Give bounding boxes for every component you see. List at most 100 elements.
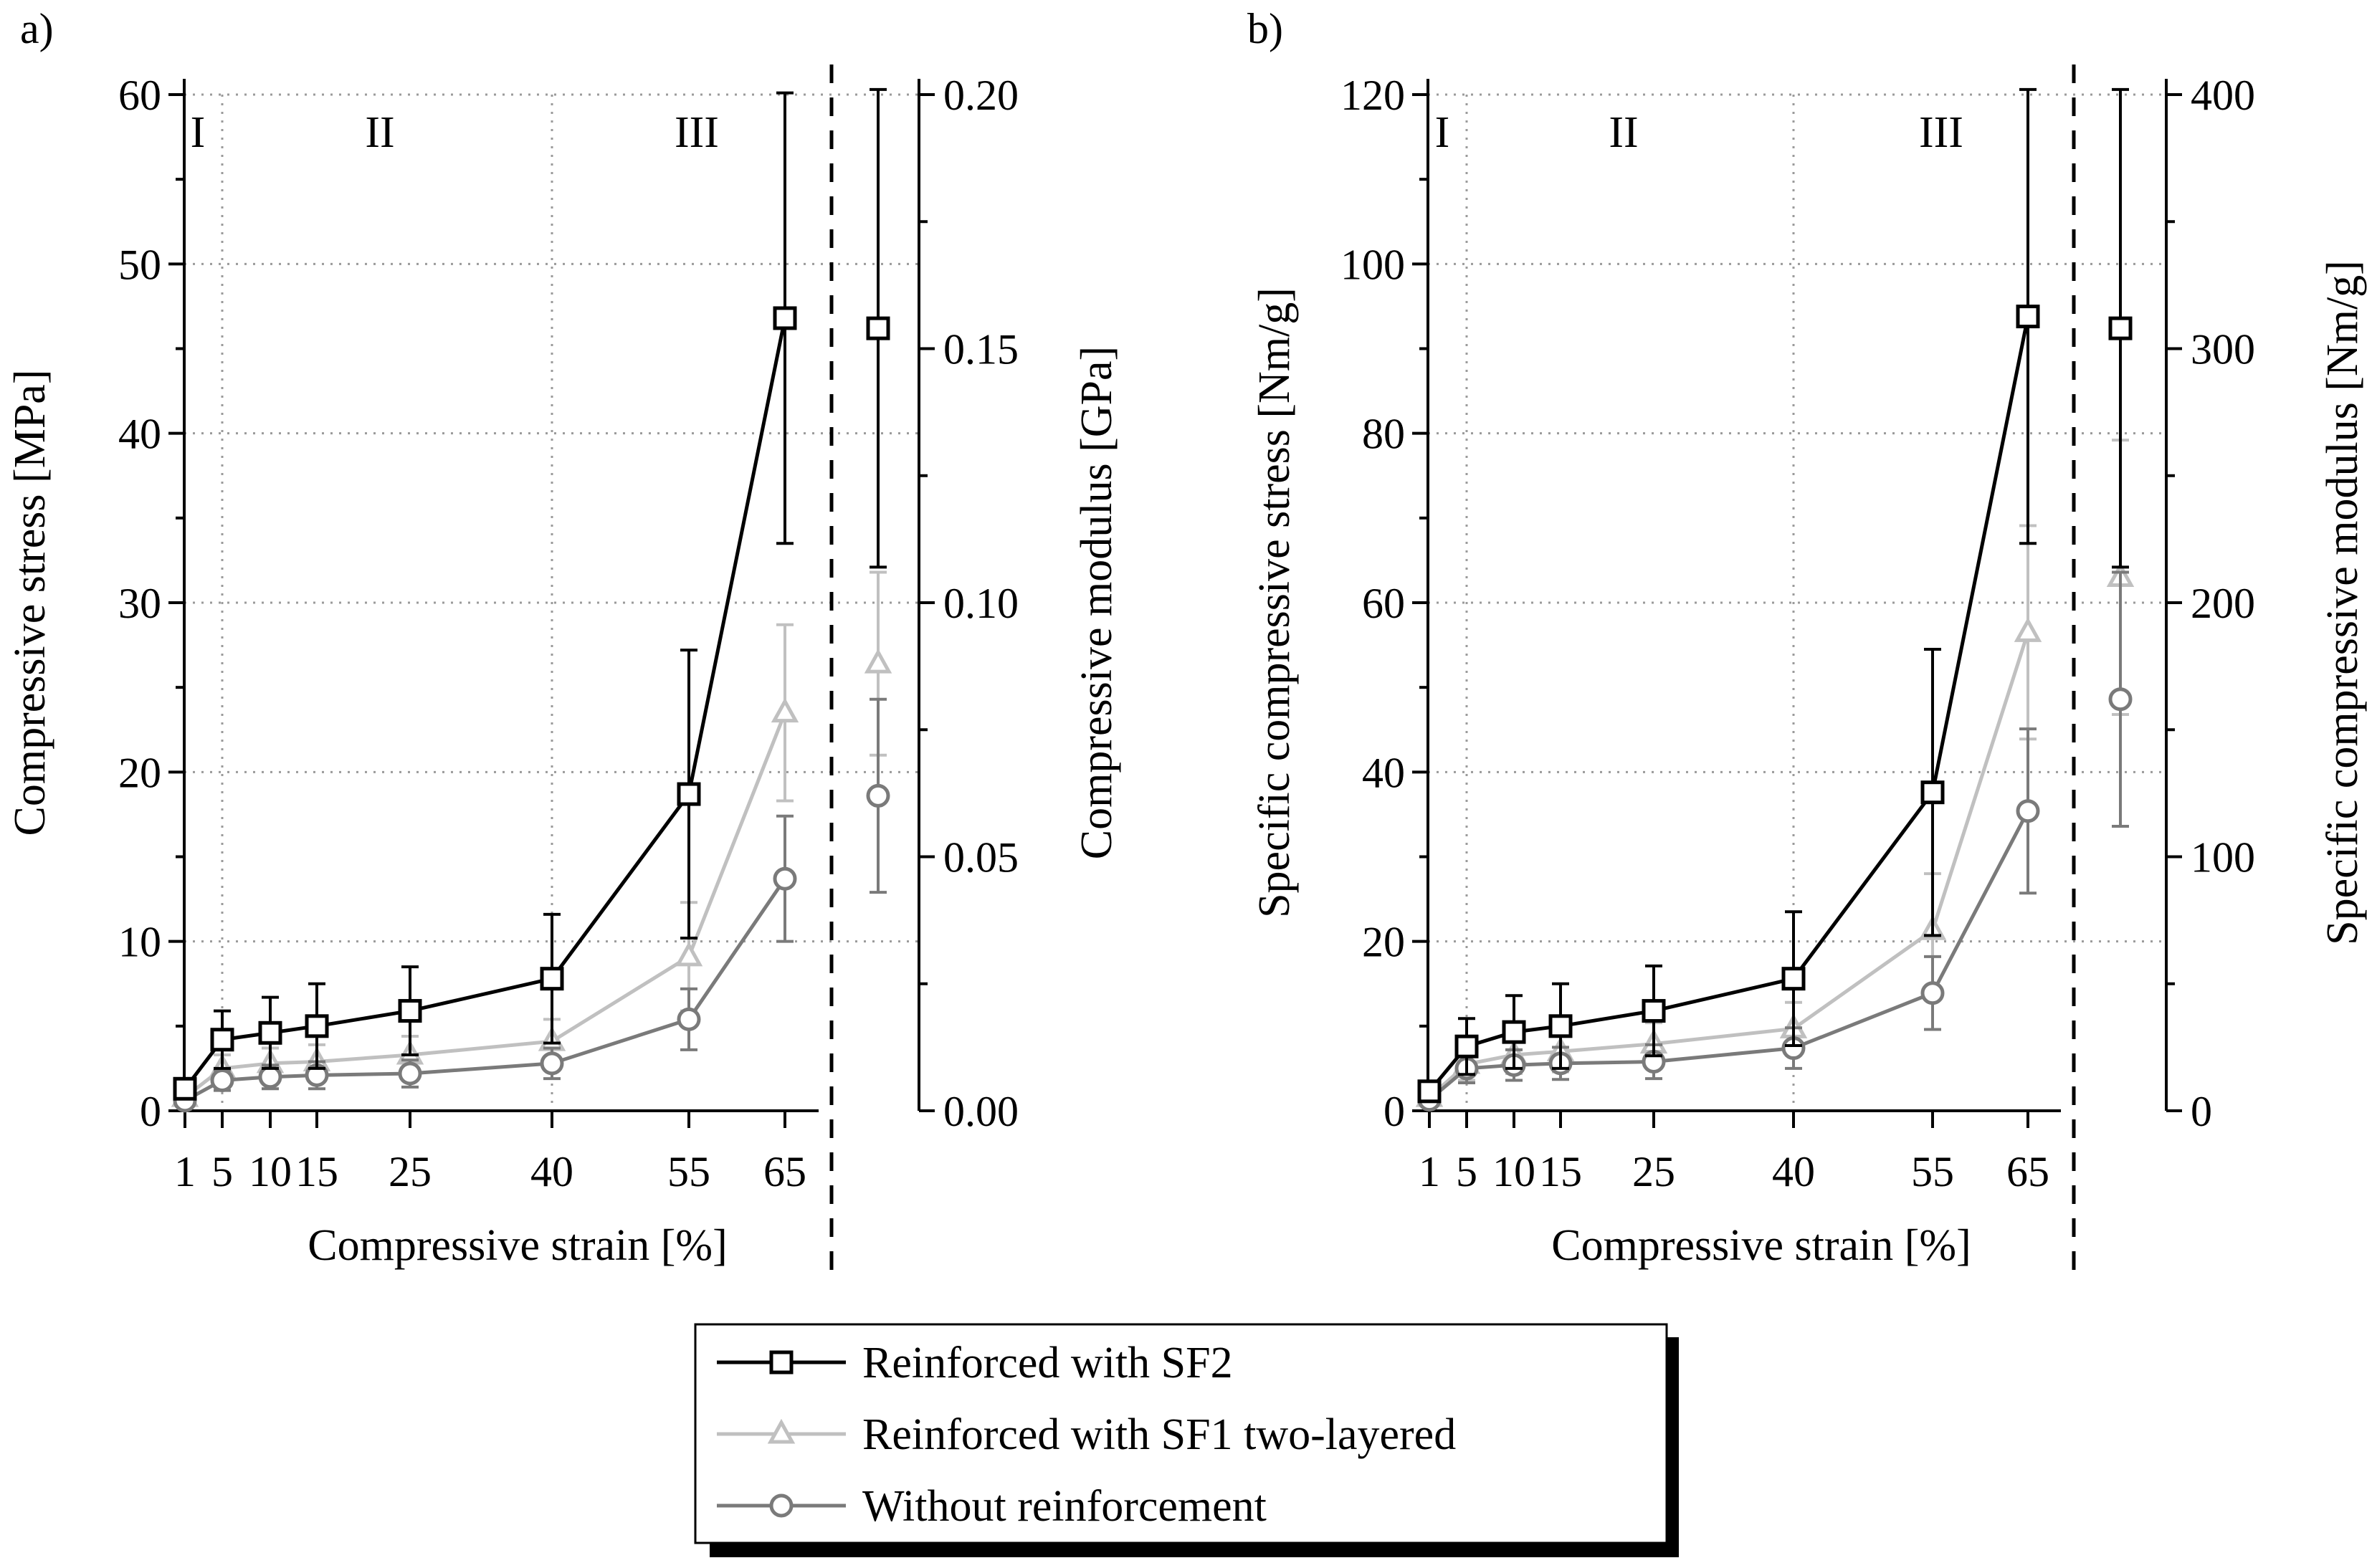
- y2-tick-label: 0.00: [943, 1088, 1019, 1135]
- data-point: [210, 1068, 234, 1092]
- x-tick-label: 10: [1492, 1148, 1535, 1195]
- y-tick-label: 40: [1362, 749, 1405, 796]
- data-point: [305, 1014, 329, 1038]
- legend-marker: [769, 1350, 794, 1375]
- panel-a: a)I II III01020304050600.000.050.100.150.2…: [6, 5, 1121, 1272]
- y-tick-label: 120: [1340, 72, 1405, 119]
- data-point: [1502, 1020, 1526, 1044]
- x-tick-label: 25: [1632, 1148, 1675, 1195]
- series-sf1: [1415, 439, 2135, 1107]
- y-axis-title: Compressive stress [MPa]: [6, 370, 54, 836]
- y2-tick-label: 200: [2191, 580, 2255, 627]
- y2-tick-label: 300: [2191, 326, 2255, 373]
- y-tick-label: 60: [118, 72, 161, 119]
- legend-marker: [767, 1418, 796, 1444]
- legend-marker: [769, 1493, 794, 1518]
- x-axis-title: Compressive strain [%]: [308, 1221, 727, 1270]
- x-tick-label: 40: [530, 1148, 573, 1195]
- y2-tick-label: 400: [2191, 72, 2255, 119]
- data-point: [1781, 967, 1806, 991]
- x-tick-label: 1: [174, 1148, 196, 1195]
- data-point: [2016, 799, 2040, 823]
- y-tick-label: 0: [1383, 1088, 1405, 1135]
- panel-label: b): [1247, 5, 1283, 52]
- y2-axis-title: Specific compressive modulus [Nm/g]: [2318, 260, 2367, 945]
- y2-tick-label: 0.20: [943, 72, 1019, 119]
- x-tick-label: 55: [1911, 1148, 1954, 1195]
- x-tick-label: 10: [249, 1148, 292, 1195]
- modulus-point: [2108, 316, 2133, 340]
- modulus-point: [864, 648, 892, 674]
- data-point: [398, 1061, 422, 1086]
- region-label: I: [1435, 108, 1450, 157]
- data-point: [540, 1051, 564, 1076]
- y-tick-label: 60: [1362, 580, 1405, 627]
- legend-label: Reinforced with SF2: [862, 1339, 1233, 1387]
- data-point: [1920, 981, 1945, 1005]
- series-line: [1428, 316, 2030, 1093]
- legend-label: Without reinforcement: [862, 1482, 1267, 1531]
- y2-tick-label: 100: [2191, 834, 2255, 881]
- region-label: II: [365, 108, 394, 157]
- panel-label: a): [20, 5, 54, 52]
- data-point: [258, 1020, 282, 1045]
- x-tick-label: 65: [763, 1148, 806, 1195]
- y2-axis-title: Compressive modulus [GPa]: [1072, 346, 1121, 859]
- y2-tick-label: 0: [2191, 1088, 2212, 1135]
- series-sf2: [173, 87, 890, 1101]
- modulus-point: [866, 316, 890, 340]
- data-point: [540, 967, 564, 991]
- x-tick-label: 1: [1419, 1148, 1440, 1195]
- data-point: [677, 1007, 701, 1031]
- data-point: [2014, 617, 2042, 642]
- y-tick-label: 30: [118, 580, 161, 627]
- x-tick-label: 55: [667, 1148, 710, 1195]
- data-point: [1548, 1014, 1573, 1038]
- region-label: I: [191, 108, 206, 157]
- data-point: [1417, 1079, 1442, 1104]
- x-tick-label: 65: [2006, 1148, 2049, 1195]
- series-sf2: [1417, 87, 2133, 1104]
- legend-item: Reinforced with SF1 two-layered: [717, 1410, 1456, 1459]
- grid: [1428, 93, 2166, 1111]
- legend-item: Without reinforcement: [717, 1482, 1267, 1531]
- y-tick-label: 40: [118, 411, 161, 458]
- region-label: III: [675, 108, 719, 157]
- data-point: [173, 1076, 197, 1101]
- y-tick-label: 50: [118, 241, 161, 288]
- data-point: [771, 697, 799, 723]
- x-tick-label: 40: [1772, 1148, 1815, 1195]
- y-tick-label: 0: [140, 1088, 161, 1135]
- grid: [184, 93, 919, 1111]
- x-tick-label: 5: [1456, 1148, 1477, 1195]
- data-point: [1454, 1034, 1479, 1058]
- x-tick-label: 5: [211, 1148, 233, 1195]
- x-axis-title: Compressive strain [%]: [1551, 1221, 1971, 1270]
- legend: Reinforced with SF2 Reinforced with SF1 t…: [694, 1323, 1679, 1557]
- data-point: [675, 941, 703, 967]
- region-label: III: [1919, 108, 1963, 157]
- legend-box: [694, 1323, 1668, 1544]
- y2-tick-label: 0.10: [943, 580, 1019, 627]
- data-point: [773, 866, 797, 891]
- series-none: [173, 697, 890, 1113]
- y-tick-label: 10: [118, 919, 161, 966]
- legend-item: Reinforced with SF2: [717, 1339, 1233, 1387]
- x-tick-label: 15: [295, 1148, 338, 1195]
- data-point: [773, 306, 797, 330]
- modulus-point: [866, 783, 890, 808]
- series-line: [184, 317, 787, 1090]
- y2-tick-label: 0.05: [943, 834, 1019, 881]
- y-tick-label: 100: [1340, 241, 1405, 288]
- region-label: II: [1609, 108, 1638, 157]
- data-point: [258, 1065, 282, 1089]
- data-point: [1920, 780, 1945, 805]
- data-point: [398, 999, 422, 1023]
- data-point: [210, 1028, 234, 1052]
- data-point: [2016, 305, 2040, 329]
- y-axis-title: Specific compressive stress [Nm/g]: [1250, 287, 1299, 918]
- y2-tick-label: 0.15: [943, 326, 1019, 373]
- modulus-point: [2108, 687, 2133, 712]
